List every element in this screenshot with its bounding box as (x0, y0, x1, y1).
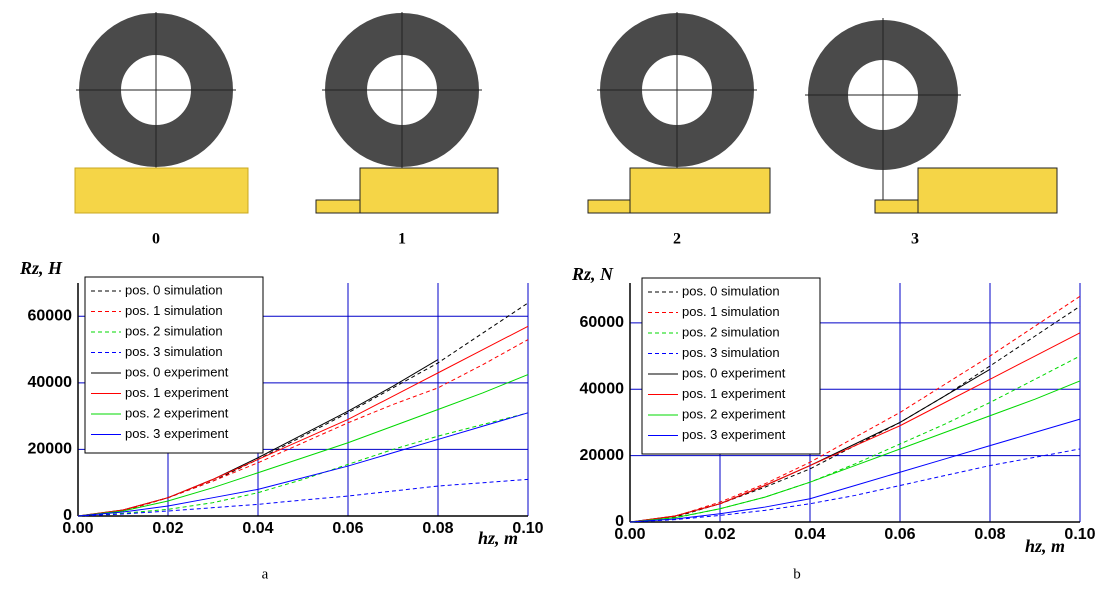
step-low (587, 199, 631, 214)
series-line (629, 355, 1081, 523)
x-tick-label: 0.10 (1064, 526, 1095, 543)
x-tick-label: 0.04 (242, 520, 273, 537)
legend-label: pos. 0 experiment (682, 365, 786, 380)
y-tick-label: 60000 (28, 308, 73, 325)
diagram-label: 0 (152, 231, 160, 248)
x-tick-label: 0.00 (62, 520, 93, 537)
y-tick-label: 20000 (28, 441, 73, 458)
step (629, 167, 771, 214)
panel-caption: b (793, 566, 801, 582)
legend-box (84, 276, 264, 454)
legend-label: pos. 3 simulation (682, 345, 780, 360)
series-line (77, 412, 529, 517)
diagram-0: 0 (74, 12, 249, 248)
diagram-label: 3 (911, 231, 919, 248)
legend-label: pos. 3 simulation (125, 344, 223, 359)
x-tick-label: 0.00 (614, 526, 645, 543)
y-tick-label: 0 (615, 513, 624, 530)
x-tick-label: 0.02 (704, 526, 735, 543)
x-tick-label: 0.08 (974, 526, 1005, 543)
legend-label: pos. 2 experiment (125, 405, 229, 420)
legend-label: pos. 2 simulation (125, 323, 223, 338)
series-line (77, 374, 529, 517)
legend-label: pos. 2 experiment (682, 406, 786, 421)
y-tick-label: 20000 (580, 447, 625, 464)
y-axis-label: Rz, N (571, 264, 614, 284)
diagram-label: 2 (673, 231, 681, 248)
series-line (77, 325, 529, 517)
chart: 0.00 0.02 0.04 0.06 0.08 0.10 0 20000 40000 60000… (571, 264, 1096, 582)
x-tick-label: 0.08 (422, 520, 453, 537)
x-axis-label: hz, m (1025, 536, 1065, 556)
y-tick-label: 40000 (28, 374, 73, 391)
series-line (77, 339, 529, 517)
legend-label: pos. 0 simulation (682, 283, 780, 298)
legend-label: pos. 1 simulation (125, 303, 223, 318)
legend-label: pos. 0 simulation (125, 282, 223, 297)
legend-label: pos. 1 simulation (682, 304, 780, 319)
series-line (77, 302, 529, 517)
panel-caption: a (262, 566, 269, 582)
y-axis-label: Rz, H (19, 258, 63, 278)
step (917, 167, 1058, 214)
legend-box (641, 277, 821, 455)
x-tick-label: 0.02 (152, 520, 183, 537)
chart: 0.00 0.02 0.04 0.06 0.08 0.10 0 20000 40000 60000… (19, 258, 544, 582)
step (74, 167, 249, 214)
y-tick-label: 40000 (580, 380, 625, 397)
series-line (77, 478, 529, 517)
series-line (629, 380, 1081, 523)
series-line (629, 418, 1081, 523)
series-line (629, 448, 1081, 523)
diagram-3: 3 (805, 18, 1058, 248)
series-line (77, 412, 529, 517)
series-line (629, 332, 1081, 523)
diagram-label: 1 (398, 231, 406, 248)
x-tick-label: 0.10 (512, 520, 543, 537)
x-axis-label: hz, m (478, 528, 518, 548)
x-tick-label: 0.04 (794, 526, 825, 543)
legend-label: pos. 1 experiment (682, 386, 786, 401)
legend-label: pos. 2 simulation (682, 324, 780, 339)
diagram-1: 1 (315, 12, 499, 248)
x-tick-label: 0.06 (884, 526, 915, 543)
y-tick-label: 60000 (580, 314, 625, 331)
diagram-2: 2 (587, 12, 771, 248)
y-tick-label: 0 (63, 507, 72, 524)
legend-label: pos. 1 experiment (125, 385, 229, 400)
step-low (874, 199, 919, 214)
x-tick-label: 0.06 (332, 520, 363, 537)
legend-label: pos. 0 experiment (125, 364, 229, 379)
legend-label: pos. 3 experiment (682, 427, 786, 442)
step-low (315, 199, 361, 214)
legend-label: pos. 3 experiment (125, 426, 229, 441)
step (359, 167, 499, 214)
